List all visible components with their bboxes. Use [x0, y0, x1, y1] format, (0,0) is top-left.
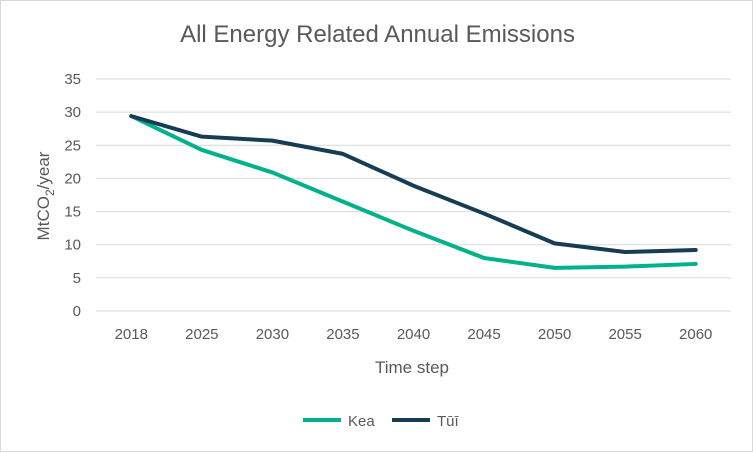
x-tick-label: 2055 — [608, 326, 641, 343]
legend-label: Tūī — [437, 413, 460, 430]
series-lines — [131, 116, 696, 268]
y-tick-label: 15 — [64, 204, 81, 221]
x-tick-label: 2025 — [185, 326, 218, 343]
x-axis-label: Time step — [375, 358, 449, 377]
x-tick-label: 2030 — [256, 326, 289, 343]
x-tick-label: 2035 — [326, 326, 359, 343]
x-tick-label: 2045 — [467, 326, 500, 343]
gridlines — [96, 79, 731, 311]
y-tick-label: 20 — [64, 170, 81, 187]
y-tick-label: 10 — [64, 237, 81, 254]
y-tick-label: 5 — [73, 270, 81, 287]
y-tick-label: 0 — [73, 303, 81, 320]
y-tick-label: 30 — [64, 104, 81, 121]
y-tick-label: 35 — [64, 71, 81, 88]
x-tick-label: 2018 — [115, 326, 148, 343]
x-tick-label: 2040 — [397, 326, 430, 343]
x-axis-ticks: 2018 2025 2030 2035 2040 2045 2050 2055 2060 — [115, 326, 713, 343]
x-tick-label: 2050 — [538, 326, 571, 343]
y-axis-ticks: 0 5 10 15 20 25 30 35 — [64, 71, 81, 320]
y-tick-label: 25 — [64, 137, 81, 154]
y-axis-label: MtCO2/year — [34, 151, 57, 240]
x-tick-label: 2060 — [679, 326, 712, 343]
legend-label: Kea — [348, 413, 375, 430]
legend: Kea Tūī — [303, 413, 460, 430]
